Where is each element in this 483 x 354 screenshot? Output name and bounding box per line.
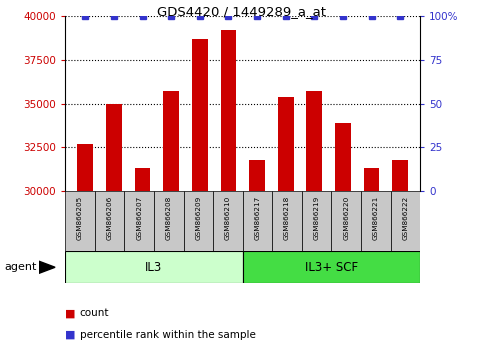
Text: GDS4420 / 1449289_a_at: GDS4420 / 1449289_a_at bbox=[157, 5, 326, 18]
Bar bbox=[242, 251, 420, 283]
Text: ■: ■ bbox=[65, 308, 76, 318]
Text: GSM866205: GSM866205 bbox=[77, 195, 83, 240]
Text: GSM866219: GSM866219 bbox=[313, 195, 320, 240]
Text: GSM866217: GSM866217 bbox=[255, 195, 260, 240]
Text: GSM866207: GSM866207 bbox=[136, 195, 142, 240]
Bar bbox=[221, 30, 236, 191]
Polygon shape bbox=[39, 261, 55, 273]
Bar bbox=[154, 191, 184, 251]
Text: GSM866210: GSM866210 bbox=[225, 195, 231, 240]
Bar bbox=[249, 160, 265, 191]
Bar bbox=[392, 160, 408, 191]
Bar bbox=[302, 191, 331, 251]
Bar bbox=[278, 97, 294, 191]
Bar bbox=[361, 191, 391, 251]
Text: IL3+ SCF: IL3+ SCF bbox=[305, 261, 358, 274]
Bar bbox=[272, 191, 302, 251]
Text: ■: ■ bbox=[65, 330, 76, 339]
Bar bbox=[331, 191, 361, 251]
Bar bbox=[77, 144, 93, 191]
Bar bbox=[95, 191, 125, 251]
Text: GSM866206: GSM866206 bbox=[107, 195, 113, 240]
Text: count: count bbox=[80, 308, 109, 318]
Text: agent: agent bbox=[5, 262, 37, 272]
Text: GSM866218: GSM866218 bbox=[284, 195, 290, 240]
Bar bbox=[135, 169, 150, 191]
Bar bbox=[192, 39, 208, 191]
Bar bbox=[65, 191, 95, 251]
Bar bbox=[364, 169, 380, 191]
Bar bbox=[306, 91, 322, 191]
Bar bbox=[391, 191, 420, 251]
Text: GSM866208: GSM866208 bbox=[166, 195, 172, 240]
Bar bbox=[125, 191, 154, 251]
Text: GSM866220: GSM866220 bbox=[343, 195, 349, 240]
Bar bbox=[106, 103, 122, 191]
Bar bbox=[163, 91, 179, 191]
Text: percentile rank within the sample: percentile rank within the sample bbox=[80, 330, 256, 339]
Text: GSM866209: GSM866209 bbox=[195, 195, 201, 240]
Bar bbox=[184, 191, 213, 251]
Text: GSM866222: GSM866222 bbox=[402, 195, 409, 240]
Text: GSM866221: GSM866221 bbox=[373, 195, 379, 240]
Bar bbox=[242, 191, 272, 251]
Bar bbox=[65, 251, 242, 283]
Bar bbox=[213, 191, 243, 251]
Text: IL3: IL3 bbox=[145, 261, 163, 274]
Bar bbox=[335, 123, 351, 191]
